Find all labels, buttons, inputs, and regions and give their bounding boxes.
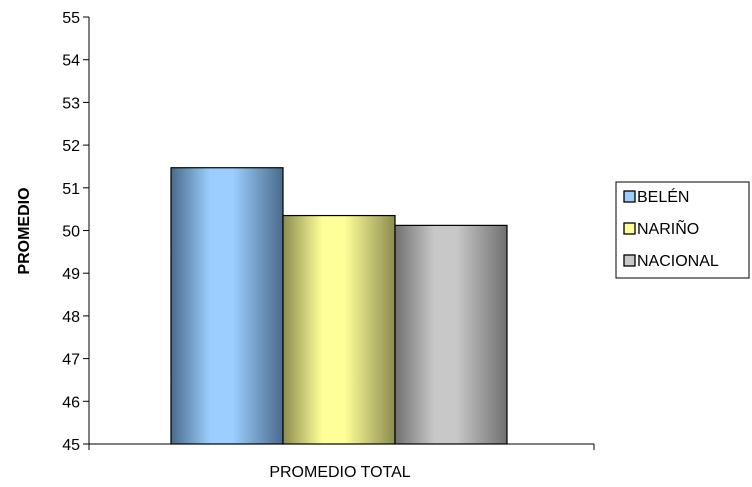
legend-label-nariño: NARIÑO <box>637 218 699 238</box>
y-tick-label: 55 <box>62 10 80 27</box>
legend: BELÉN NARIÑO NACIONAL <box>615 181 750 279</box>
y-tick-label: 48 <box>62 309 80 326</box>
y-tick-label: 50 <box>62 224 80 241</box>
legend-label-nacional: NACIONAL <box>637 253 719 270</box>
legend-swatch <box>623 254 636 267</box>
category-label: PROMEDIO TOTAL <box>269 464 410 481</box>
bar-nariño <box>282 214 396 445</box>
bar-belén <box>170 167 284 445</box>
y-tick-label: 51 <box>62 181 80 198</box>
y-tick-label: 53 <box>62 95 80 112</box>
y-axis-title: PROMEDIO <box>16 187 33 274</box>
y-tick-label: 47 <box>62 352 80 369</box>
bars-group <box>170 167 508 445</box>
legend-swatch <box>623 190 636 203</box>
y-tick-label: 52 <box>62 138 80 155</box>
legend-label-belén: BELÉN <box>637 187 689 206</box>
y-tick-label: 54 <box>62 53 80 70</box>
legend-box <box>615 181 750 279</box>
y-axis-ticks: 45 46 47 48 49 50 51 52 53 54 55 <box>62 10 89 454</box>
y-tick-label: 45 <box>62 437 80 454</box>
bar-nacional <box>394 224 508 445</box>
y-tick-label: 46 <box>62 394 80 411</box>
legend-swatch <box>623 222 636 235</box>
y-tick-label: 49 <box>62 266 80 283</box>
